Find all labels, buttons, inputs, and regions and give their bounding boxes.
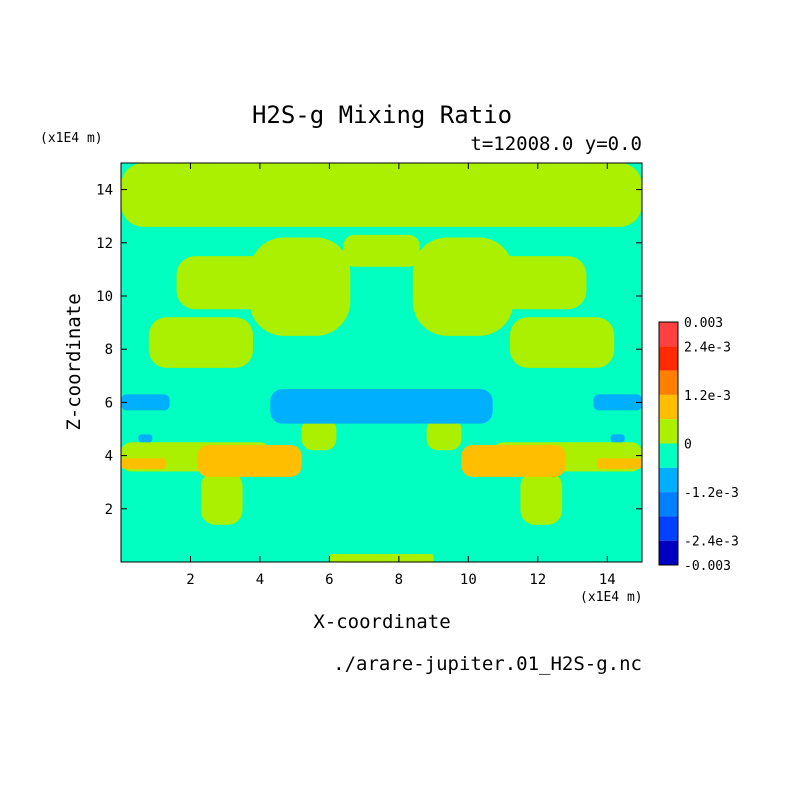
colorbar: 0.003 2.4e-3 1.2e-3 0 -1.2e-3 -2.4e-3 -0.003: [658, 316, 739, 574]
colorbar-swatch-4: [659, 419, 678, 444]
contour-region-16: [461, 444, 566, 477]
x-axis-unit: (x1E4 m): [580, 590, 643, 605]
contour-region-18: [596, 458, 642, 469]
colorbar-frame: [658, 321, 679, 566]
colorbar-tick-label: 1.2e-3: [684, 389, 731, 404]
y-tick-label: 10: [96, 289, 113, 305]
contour-region-17: [121, 458, 167, 469]
contour-region-11: [520, 471, 563, 525]
contour-region-21: [593, 394, 642, 411]
colorbar-tick-label: -0.003: [684, 559, 731, 574]
y-tick-label: 8: [105, 342, 113, 358]
plot-frame: [120, 162, 643, 563]
colorbar-swatch-3: [659, 394, 678, 420]
contour-region-12: [301, 418, 337, 451]
x-tick-label: 4: [256, 572, 264, 588]
colorbar-swatch-2: [659, 370, 678, 395]
y-tick-label: 2: [105, 502, 113, 518]
colorbar-swatch-9: [659, 540, 678, 565]
contour-region-14: [329, 554, 434, 562]
contour-region-3: [249, 237, 351, 336]
colorbar-swatch-7: [659, 492, 678, 517]
contour-region-7: [343, 234, 420, 267]
x-tick-label: 10: [460, 572, 477, 588]
contour-region-5: [176, 256, 278, 310]
footer-filename: ./arare-jupiter.01_H2S-g.nc: [333, 653, 642, 675]
x-tick-label: 2: [186, 572, 194, 588]
y-axis-label: Z-coordinate: [63, 293, 85, 430]
contour-region-0: [121, 163, 642, 227]
contour-region-23: [610, 434, 625, 443]
colorbar-tick-label: 2.4e-3: [684, 340, 731, 355]
contour-region-20: [121, 394, 170, 411]
contour-region-1: [148, 317, 253, 368]
chart-title: H2S-g Mixing Ratio: [252, 101, 512, 129]
contour-region-6: [485, 256, 587, 310]
colorbar-tick-label: -2.4e-3: [684, 535, 739, 550]
x-axis-label: X-coordinate: [313, 611, 450, 633]
contour-region-4: [412, 237, 514, 336]
y-tick-label: 6: [105, 395, 113, 411]
y-tick-label: 12: [96, 236, 113, 252]
x-tick-label: 6: [325, 572, 333, 588]
x-tick-label: 12: [529, 572, 546, 588]
chart-subtitle: t=12008.0 y=0.0: [470, 133, 642, 155]
x-tick-label: 8: [395, 572, 403, 588]
y-axis-unit: (x1E4 m): [40, 131, 103, 146]
x-tick-label: 14: [599, 572, 616, 588]
colorbar-tick-label: 0.003: [684, 316, 723, 331]
colorbar-tick-label: 0: [684, 438, 692, 453]
colorbar-tick-label: -1.2e-3: [684, 486, 739, 501]
colorbar-swatch-8: [659, 516, 678, 541]
contour-region-19: [270, 389, 493, 424]
colorbar-swatch-0: [659, 322, 678, 347]
contour-region-13: [426, 418, 462, 451]
contour-region-2: [510, 317, 615, 368]
y-tick-label: 4: [105, 449, 113, 465]
contour-region-10: [200, 471, 243, 525]
y-tick-label: 14: [96, 183, 113, 199]
colorbar-swatch-6: [659, 467, 678, 493]
contour-region-22: [138, 434, 153, 443]
colorbar-swatch-5: [659, 443, 678, 468]
colorbar-swatch-1: [659, 346, 678, 371]
contour-field: [121, 163, 642, 562]
contour-region-15: [197, 444, 302, 477]
